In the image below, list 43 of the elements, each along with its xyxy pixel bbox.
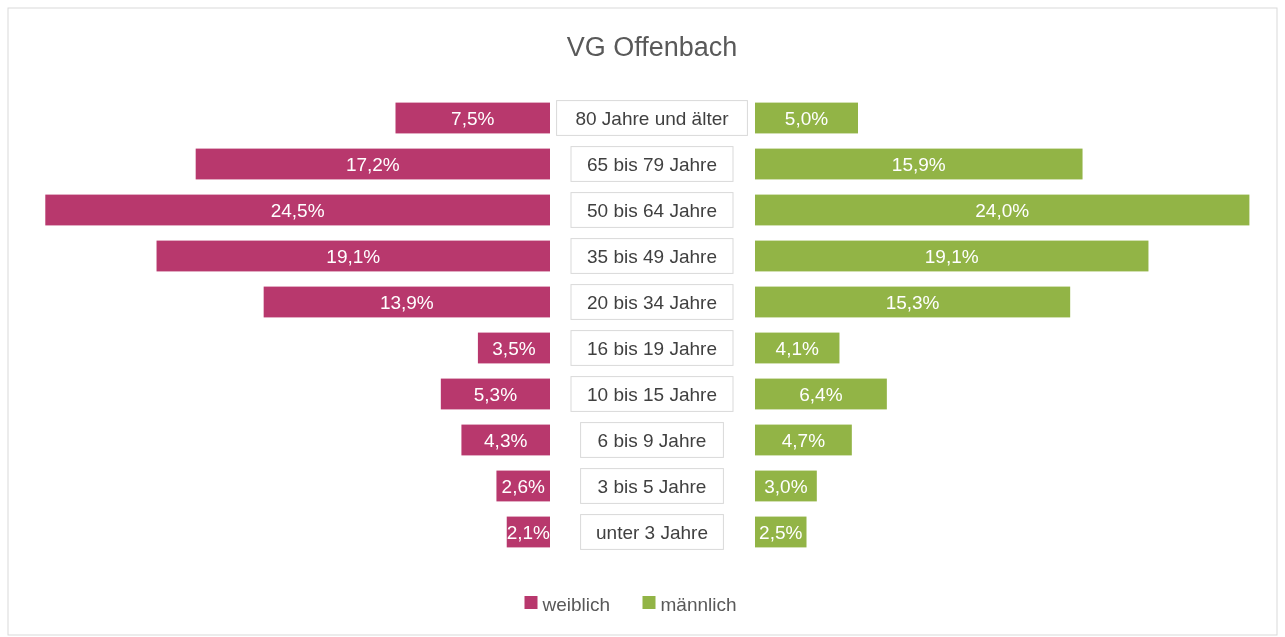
data-label: 6,4% [799, 383, 843, 405]
data-label: 4,3% [484, 429, 528, 451]
bar [755, 194, 1250, 226]
y-tick-label: 10 bis 15 Jahre [587, 383, 717, 405]
bar [755, 286, 1071, 318]
data-label: 4,7% [781, 429, 826, 451]
y-tick-label: 3 bis 5 Jahre [597, 475, 707, 497]
data-label: 2,1% [506, 521, 551, 543]
bar [755, 148, 1083, 180]
data-label: 2,6% [501, 475, 545, 497]
y-tick-label: 35 bis 49 Jahre [587, 245, 717, 267]
bar [395, 102, 550, 134]
data-label: 3,0% [764, 475, 808, 497]
data-label: 24,0% [975, 199, 1030, 221]
data-label: 4,1% [775, 337, 819, 359]
bar [156, 240, 550, 272]
bar [755, 378, 887, 410]
data-label: 2,5% [759, 521, 803, 543]
y-tick-label: 50 bis 64 Jahre [587, 199, 717, 221]
data-label: 19,1% [326, 245, 381, 267]
bar [45, 194, 550, 226]
y-tick-label: 6 bis 9 Jahre [597, 429, 707, 451]
y-tick-label: 65 bis 79 Jahre [587, 153, 717, 175]
y-tick-label: unter 3 Jahre [596, 521, 708, 543]
bar [263, 286, 550, 318]
data-label: 13,9% [379, 291, 434, 313]
text: VG Offenbach [566, 32, 738, 62]
data-label: 15,3% [885, 291, 940, 313]
data-label: 5,0% [784, 107, 829, 129]
data-label: 19,1% [924, 245, 979, 267]
bar [755, 240, 1149, 272]
data-label: 5,3% [473, 383, 518, 405]
data-label: 17,2% [345, 153, 400, 175]
legend-label: weiblich [541, 593, 611, 615]
data-label: 3,5% [492, 337, 536, 359]
data-label: 15,9% [891, 153, 946, 175]
y-tick-label: 80 Jahre und älter [575, 107, 730, 129]
data-label: 7,5% [451, 107, 495, 129]
data-label: 24,5% [270, 199, 325, 221]
bar [195, 148, 550, 180]
y-tick-label: 16 bis 19 Jahre [587, 337, 717, 359]
legend-label: männlich [660, 593, 737, 615]
y-tick-label: 20 bis 34 Jahre [587, 291, 717, 313]
